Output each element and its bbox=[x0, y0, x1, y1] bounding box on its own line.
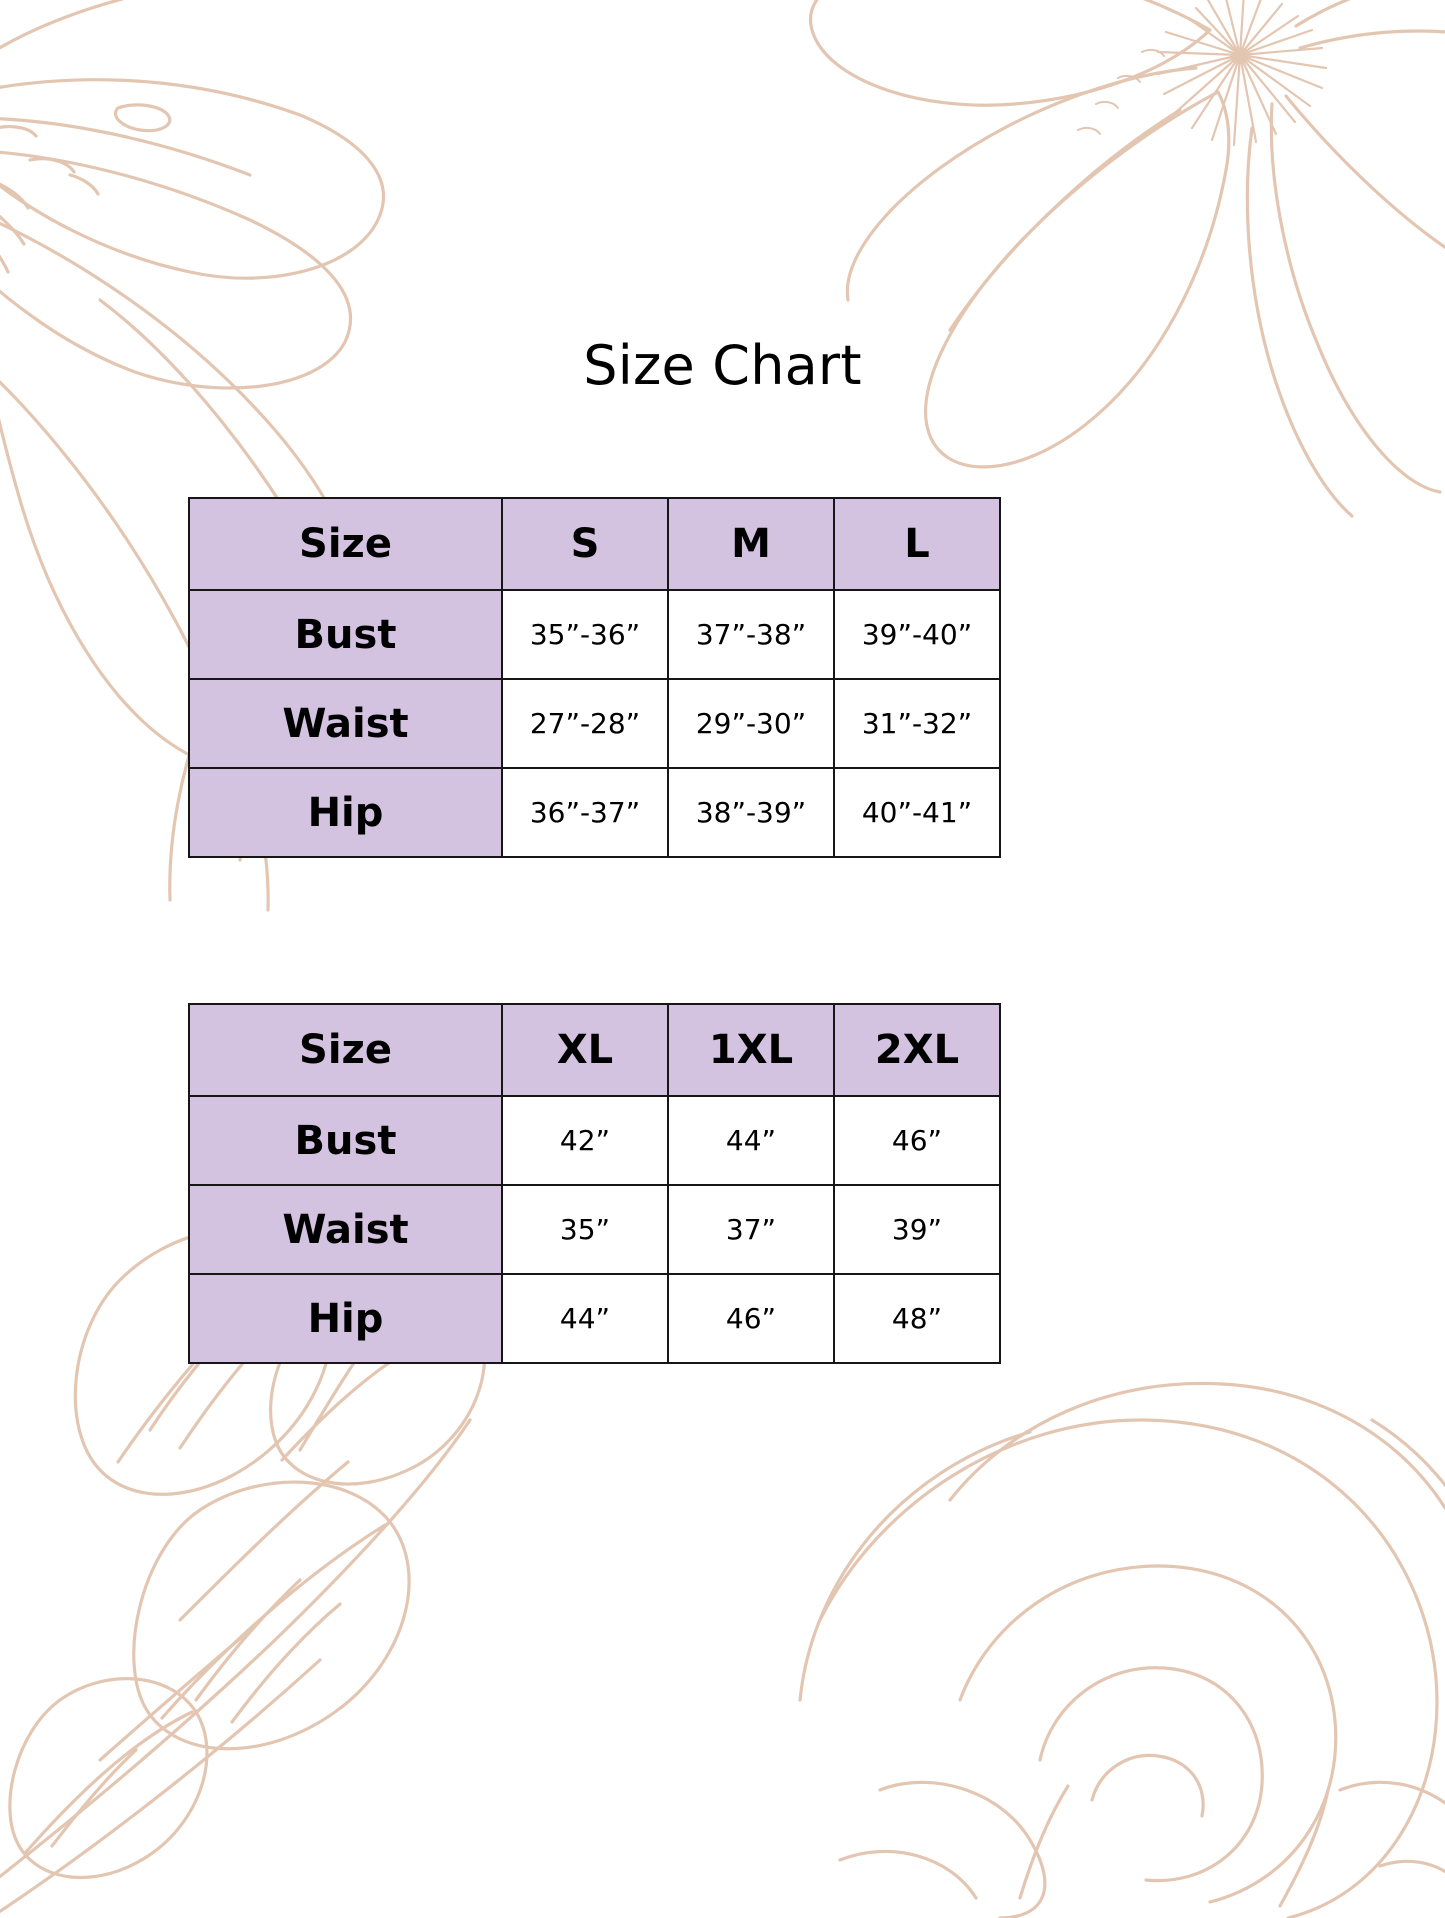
cell-bust-m: 37”-38” bbox=[667, 589, 835, 680]
table-header-row: Size S M L bbox=[188, 497, 1001, 591]
cell-hip-1xl: 46” bbox=[667, 1273, 835, 1364]
cell-bust-2xl: 46” bbox=[833, 1095, 1001, 1186]
page-title: Size Chart bbox=[583, 334, 862, 397]
table-header-row: Size XL 1XL 2XL bbox=[188, 1003, 1001, 1097]
table-row: Hip 44” 46” 48” bbox=[188, 1273, 1001, 1364]
table-row: Waist 35” 37” 39” bbox=[188, 1184, 1001, 1275]
cell-waist-xl: 35” bbox=[501, 1184, 669, 1275]
row-label-waist: Waist bbox=[188, 678, 503, 769]
cell-hip-2xl: 48” bbox=[833, 1273, 1001, 1364]
cell-hip-l: 40”-41” bbox=[833, 767, 1001, 858]
column-header-size: Size bbox=[188, 1003, 503, 1097]
extended-sizes-table: Size XL 1XL 2XL Bust 42” 44” 46” Waist 3… bbox=[188, 1003, 1001, 1364]
cell-bust-1xl: 44” bbox=[667, 1095, 835, 1186]
cell-bust-l: 39”-40” bbox=[833, 589, 1001, 680]
cell-waist-l: 31”-32” bbox=[833, 678, 1001, 769]
column-header-xl: XL bbox=[501, 1003, 669, 1097]
cell-hip-xl: 44” bbox=[501, 1273, 669, 1364]
table-row: Waist 27”-28” 29”-30” 31”-32” bbox=[188, 678, 1001, 769]
cell-waist-m: 29”-30” bbox=[667, 678, 835, 769]
column-header-m: M bbox=[667, 497, 835, 591]
cell-waist-1xl: 37” bbox=[667, 1184, 835, 1275]
table-row: Hip 36”-37” 38”-39” 40”-41” bbox=[188, 767, 1001, 858]
column-header-size: Size bbox=[188, 497, 503, 591]
cell-hip-m: 38”-39” bbox=[667, 767, 835, 858]
cell-bust-xl: 42” bbox=[501, 1095, 669, 1186]
table-row: Bust 35”-36” 37”-38” 39”-40” bbox=[188, 589, 1001, 680]
row-label-waist: Waist bbox=[188, 1184, 503, 1275]
cell-waist-s: 27”-28” bbox=[501, 678, 669, 769]
table-row: Bust 42” 44” 46” bbox=[188, 1095, 1001, 1186]
cell-waist-2xl: 39” bbox=[833, 1184, 1001, 1275]
row-label-bust: Bust bbox=[188, 1095, 503, 1186]
row-label-hip: Hip bbox=[188, 767, 503, 858]
column-header-2xl: 2XL bbox=[833, 1003, 1001, 1097]
row-label-bust: Bust bbox=[188, 589, 503, 680]
cell-bust-s: 35”-36” bbox=[501, 589, 669, 680]
cell-hip-s: 36”-37” bbox=[501, 767, 669, 858]
standard-sizes-table: Size S M L Bust 35”-36” 37”-38” 39”-40” … bbox=[188, 497, 1001, 858]
column-header-s: S bbox=[501, 497, 669, 591]
row-label-hip: Hip bbox=[188, 1273, 503, 1364]
column-header-1xl: 1XL bbox=[667, 1003, 835, 1097]
column-header-l: L bbox=[833, 497, 1001, 591]
